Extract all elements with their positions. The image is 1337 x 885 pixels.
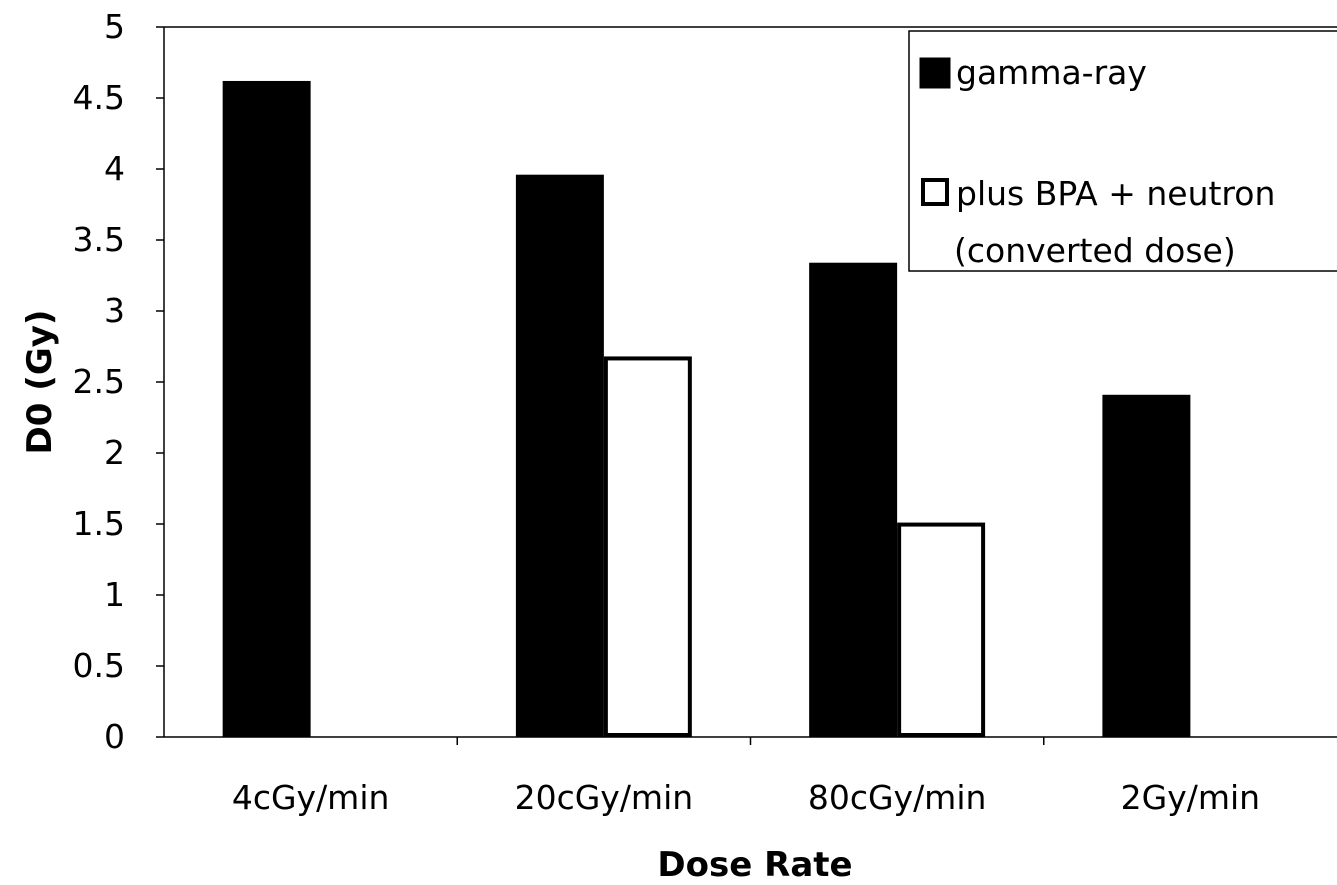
x-axis-ticks: 4cGy/min 20cGy/min 80cGy/min 2Gy/min	[232, 737, 1260, 817]
y-tick-label: 3	[104, 291, 125, 330]
x-tick-label: 2Gy/min	[1121, 778, 1260, 817]
y-tick-label: 4	[104, 149, 125, 188]
legend-label-bpa-neutron-line2: (converted dose)	[954, 231, 1236, 270]
legend-swatch-gamma-ray	[919, 57, 951, 89]
legend-label-gamma-ray: gamma-ray	[956, 53, 1147, 92]
y-tick-label: 0.5	[73, 646, 125, 685]
x-axis-title: Dose Rate	[657, 845, 852, 885]
legend-label-bpa-neutron: plus BPA + neutron	[956, 174, 1275, 213]
x-tick-label: 4cGy/min	[232, 778, 390, 817]
bars-group	[222, 80, 1191, 738]
bar	[897, 522, 986, 738]
bar	[603, 356, 692, 737]
bar	[1102, 394, 1191, 737]
y-axis-ticks: 0 0.5 1 1.5 2 2.5 3 3.5 4 4.5 5	[73, 7, 164, 756]
y-tick-label: 1	[104, 575, 125, 614]
bar	[809, 262, 898, 737]
bar	[222, 80, 311, 737]
legend-box	[908, 30, 1337, 272]
y-tick-label: 2	[104, 433, 125, 472]
y-tick-label: 0	[104, 717, 125, 756]
y-tick-label: 3.5	[73, 220, 125, 259]
y-tick-label: 4.5	[73, 78, 125, 117]
y-axis-title: D0 (Gy)	[20, 310, 60, 455]
bar	[515, 174, 604, 737]
y-tick-label: 1.5	[73, 504, 125, 543]
legend-swatch-bpa-neutron	[921, 178, 949, 206]
x-tick-label: 80cGy/min	[808, 778, 987, 817]
y-tick-label: 5	[104, 7, 125, 46]
x-tick-label: 20cGy/min	[515, 778, 694, 817]
legend: gamma-ray plus BPA + neutron (converted …	[908, 30, 1337, 272]
y-tick-label: 2.5	[73, 362, 125, 401]
